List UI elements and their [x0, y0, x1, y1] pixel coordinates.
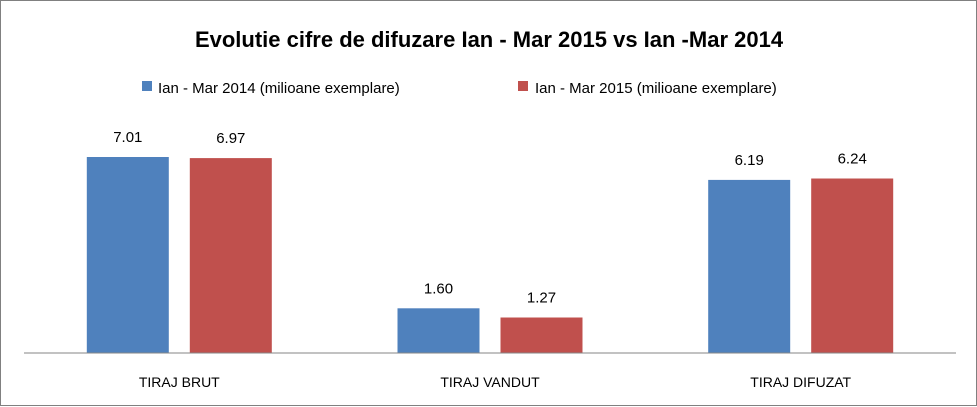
bar-tiraj-difuzat-series-0: [708, 179, 791, 353]
data-label-tiraj-difuzat-series-1: 6.24: [838, 151, 867, 168]
legend: Ian - Mar 2014 (milioane exemplare) Ian …: [142, 80, 777, 97]
legend-swatch-series-2014: [142, 81, 152, 91]
bar-tiraj-brut-series-0: [86, 157, 169, 353]
data-label-tiraj-brut-series-0: 7.01: [113, 129, 142, 146]
plot-area: 7.01 6.97 1.60 1.27 6.19 6.24: [86, 129, 894, 353]
bar-tiraj-vandut-series-0: [397, 308, 480, 353]
bar-tiraj-difuzat-series-1: [811, 178, 894, 353]
chart-title: Evolutie cifre de difuzare Ian - Mar 201…: [195, 27, 784, 52]
category-label-tiraj-vandut: TIRAJ VANDUT: [440, 374, 540, 390]
legend-swatch-series-2015: [518, 81, 528, 91]
category-label-tiraj-brut: TIRAJ BRUT: [139, 374, 220, 390]
data-label-tiraj-vandut-series-1: 1.27: [527, 290, 556, 307]
bar-tiraj-vandut-series-1: [500, 317, 583, 353]
legend-label-series-2014: Ian - Mar 2014 (milioane exemplare): [158, 80, 400, 97]
data-label-tiraj-difuzat-series-0: 6.19: [735, 152, 764, 169]
bar-tiraj-brut-series-1: [189, 158, 272, 353]
data-label-tiraj-vandut-series-0: 1.60: [424, 280, 453, 297]
category-labels: TIRAJ BRUT TIRAJ VANDUT TIRAJ DIFUZAT: [139, 374, 852, 390]
legend-label-series-2015: Ian - Mar 2015 (milioane exemplare): [535, 80, 777, 97]
data-label-tiraj-brut-series-1: 6.97: [216, 130, 245, 147]
category-label-tiraj-difuzat: TIRAJ DIFUZAT: [750, 374, 851, 390]
